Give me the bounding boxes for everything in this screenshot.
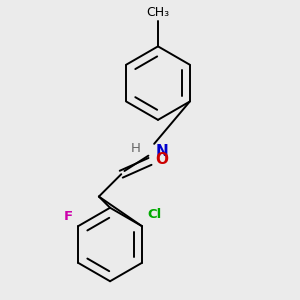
Text: CH₃: CH₃ [146,6,170,19]
Text: O: O [155,152,168,167]
Text: N: N [155,144,168,159]
Text: F: F [63,210,73,223]
Text: Cl: Cl [148,208,162,221]
Text: H: H [130,142,140,155]
